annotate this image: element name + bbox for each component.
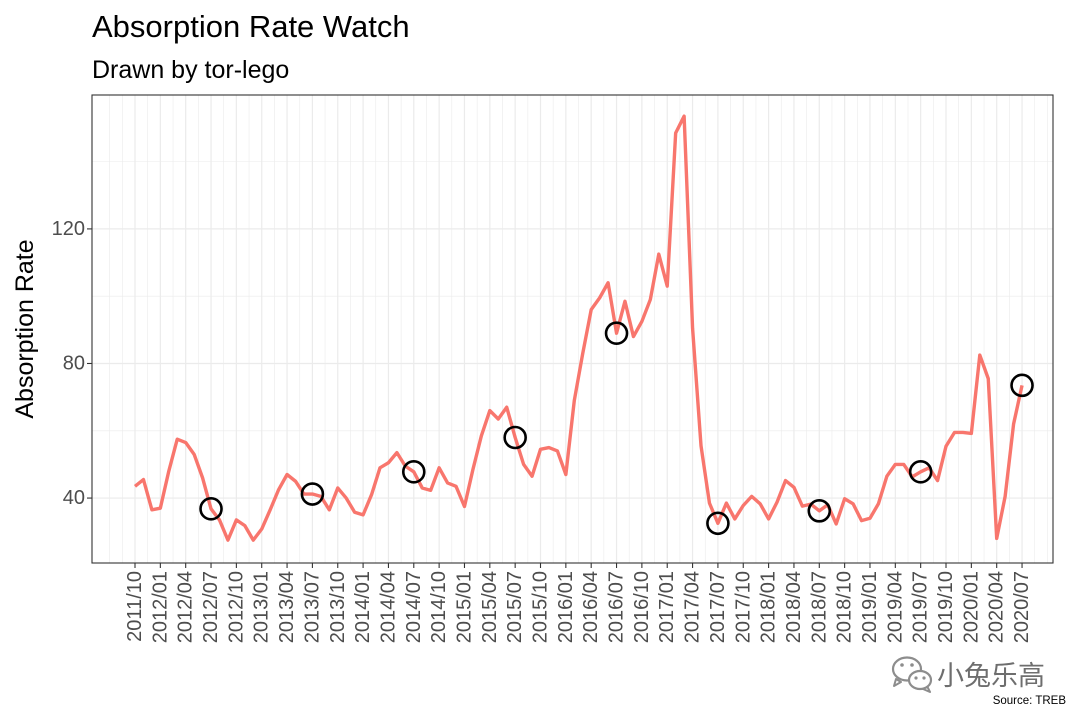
highlight-circle [199,497,223,521]
x-tick-label: 2014/04 [377,571,399,643]
x-tick-label: 2017/04 [682,571,704,643]
chart-subtitle: Drawn by tor-lego [92,56,289,84]
x-tick-label: 2017/07 [707,571,729,643]
highlight-circles [199,321,1034,536]
watermark: 小兔乐高 [891,656,1046,693]
x-tick-label: 2012/01 [149,571,171,643]
y-tick-label: 80 [63,352,85,374]
x-tick-label: 2019/07 [910,571,932,643]
x-tick-label: 2015/04 [479,571,501,643]
chart-title: Absorption Rate Watch [92,9,410,44]
x-tick-label: 2018/10 [834,571,856,643]
x-tick-label: 2014/07 [403,571,425,643]
highlight-circle [604,321,629,346]
highlight-circle [401,460,426,484]
x-tick-label: 2012/10 [225,571,247,643]
x-tick-label: 2020/01 [960,571,982,643]
x-tick-label: 2017/01 [656,571,678,643]
y-axis-title: Absorption Rate [11,239,39,418]
x-tick-label: 2013/04 [276,571,298,643]
panel-border [91,94,1054,564]
x-tick-label: 2012/07 [200,571,222,643]
x-tick-label: 2016/10 [631,571,653,643]
plot-panel [92,95,1053,563]
x-axis: 2011/10 2012/01 2012/04 2012/07 2012/10 2013/… [124,563,1033,643]
x-tick-label: 2016/07 [606,571,628,643]
y-axis: 40 80 120 [52,218,92,509]
x-tick-label: 2016/04 [580,571,602,643]
highlight-circle [807,499,832,523]
x-tick-label: 2015/10 [530,571,552,643]
highlight-circle [503,425,527,450]
x-tick-label: 2015/07 [504,571,526,643]
x-tick-label: 2018/01 [758,571,780,643]
x-tick-label: 2017/10 [732,571,754,643]
grid-lines [92,95,1053,563]
series-layer [133,114,1024,542]
x-tick-label: 2019/10 [935,571,957,643]
x-tick-label: 2013/10 [327,571,349,643]
x-tick-label: 2014/10 [428,571,450,643]
x-tick-label: 2018/07 [808,571,830,643]
x-tick-label: 2016/01 [555,571,577,643]
x-tick-label: 2015/01 [453,571,475,643]
y-tick-label: 120 [52,218,85,240]
series-line [133,114,1024,542]
x-tick-label: 2020/04 [986,571,1008,643]
highlight-circle [300,482,325,506]
x-tick-label: 2019/04 [884,571,906,643]
highlight-circle [706,511,730,536]
x-tick-label: 2018/04 [783,571,805,643]
wechat-icon [891,656,933,693]
x-tick-label: 2013/07 [301,571,323,643]
x-tick-label: 2011/10 [124,571,146,642]
x-tick-label: 2013/01 [251,571,273,643]
watermark-text: 小兔乐高 [937,661,1045,692]
x-tick-label: 2019/01 [859,571,881,643]
y-tick-label: 40 [63,487,85,509]
source-caption: Source: TREB [993,695,1067,707]
x-tick-label: 2020/07 [1011,571,1033,643]
x-tick-label: 2014/01 [352,571,374,643]
highlight-circle [908,460,933,484]
x-tick-label: 2012/04 [175,571,197,643]
highlight-circle [1010,373,1034,398]
